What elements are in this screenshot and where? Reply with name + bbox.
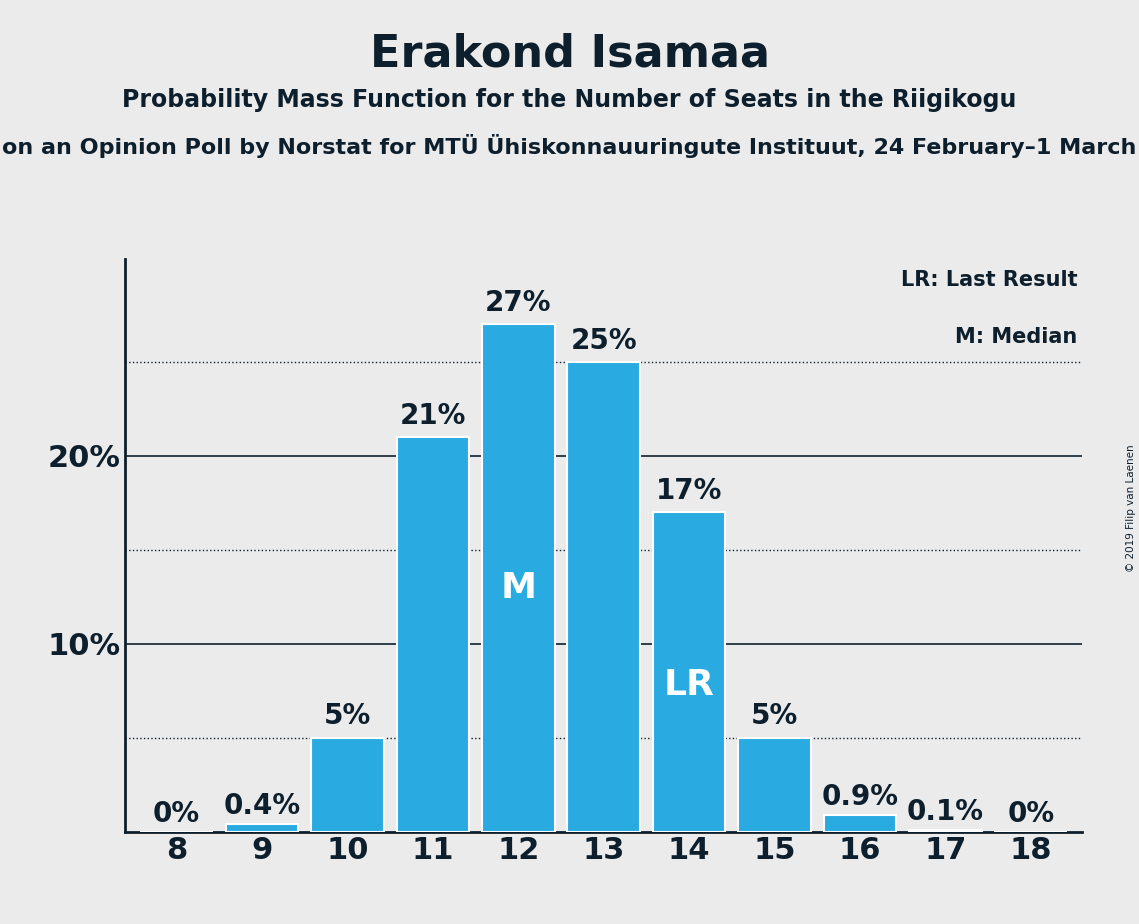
Text: 5%: 5%	[751, 702, 798, 730]
Text: 0.1%: 0.1%	[907, 798, 984, 826]
Text: 5%: 5%	[323, 702, 371, 730]
Text: Probability Mass Function for the Number of Seats in the Riigikogu: Probability Mass Function for the Number…	[122, 88, 1017, 112]
Text: 27%: 27%	[485, 289, 551, 317]
Text: © 2019 Filip van Laenen: © 2019 Filip van Laenen	[1126, 444, 1136, 572]
Bar	[226, 824, 298, 832]
Text: LR: LR	[664, 668, 714, 701]
Text: 25%: 25%	[571, 326, 637, 355]
Text: Erakond Isamaa: Erakond Isamaa	[369, 32, 770, 76]
Bar	[482, 324, 555, 832]
Bar	[823, 815, 896, 832]
Text: 17%: 17%	[656, 477, 722, 505]
Bar	[567, 362, 640, 832]
Text: M: M	[500, 571, 536, 605]
Text: LR: Last Result: LR: Last Result	[901, 270, 1077, 290]
Text: on an Opinion Poll by Norstat for MTÜ Ühiskonnauuringute Instituut, 24 February–: on an Opinion Poll by Norstat for MTÜ Üh…	[2, 134, 1137, 158]
Text: 0.9%: 0.9%	[821, 783, 899, 811]
Bar	[396, 437, 469, 832]
Bar	[653, 512, 726, 832]
Bar	[909, 830, 982, 832]
Text: 21%: 21%	[400, 402, 466, 430]
Text: M: Median: M: Median	[954, 327, 1077, 347]
Text: 0%: 0%	[1007, 800, 1055, 828]
Text: 0%: 0%	[153, 800, 200, 828]
Text: 0.4%: 0.4%	[223, 793, 301, 821]
Bar	[738, 737, 811, 832]
Bar	[311, 737, 384, 832]
